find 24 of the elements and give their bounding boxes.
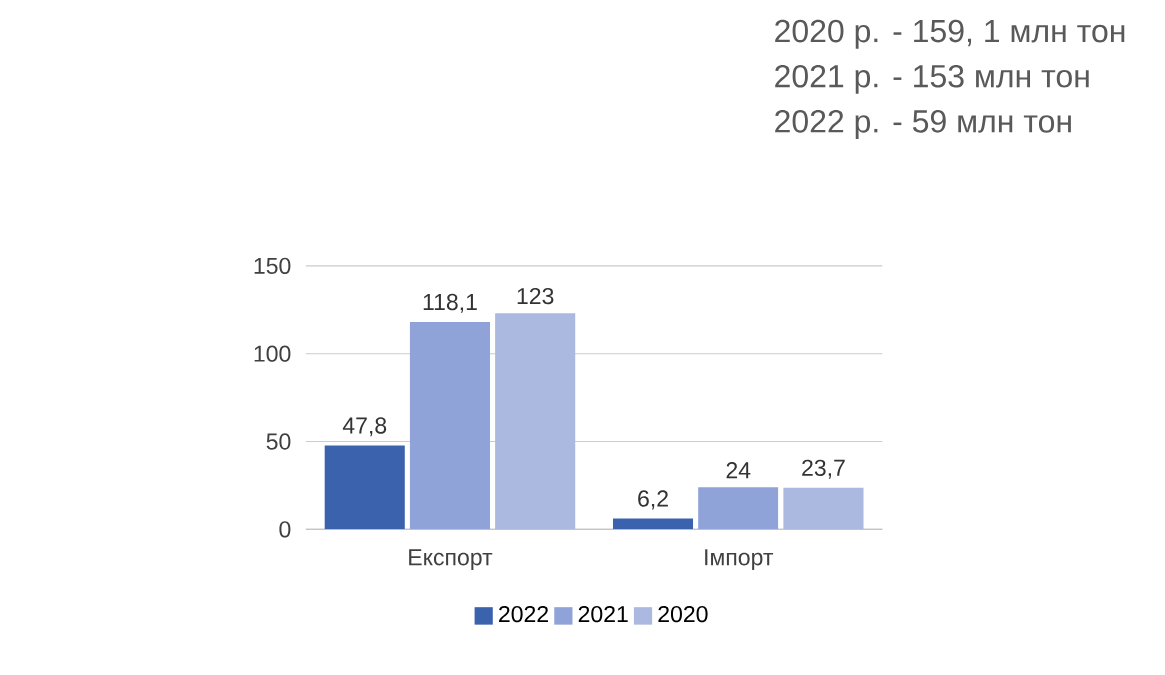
bar [409,321,491,530]
y-tick-label: 50 [266,433,291,450]
data-label: 6,2 [638,490,668,510]
x-tick-label: Експорт [409,549,493,570]
text: 2020 р. - 159, 1 млн тон [775,19,1125,49]
data-label: 47,8 [342,417,387,437]
data-label: 23,7 [802,459,845,479]
legend-label: 2022 [499,605,548,623]
legend-label: 2020 [658,605,708,623]
legend-label: 2021 [578,605,628,623]
data-label: 123 [517,287,554,305]
text: 2021 р. - 153 млн тон [775,64,1089,94]
y-tick-label: 150 [254,257,291,275]
y-tick-label: 100 [254,345,291,362]
bar [324,445,405,530]
bar [612,518,694,530]
bar [698,487,779,530]
data-label: 24 [726,462,751,479]
bar [783,487,864,530]
text: 2022 р. - 59 млн тон [775,110,1071,139]
x-tick-label: Імпорт [705,549,774,570]
y-tick-label: 0 [279,521,291,538]
bar [495,313,576,530]
data-label: 118,1 [423,293,477,313]
